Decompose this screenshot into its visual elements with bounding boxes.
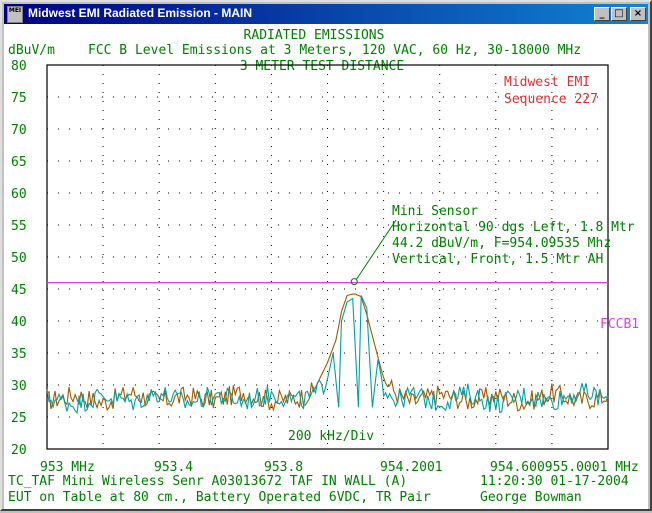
y-tick-label: 80 xyxy=(11,59,27,74)
title-bar[interactable]: MEI Midwest EMI Radiated Emission - MAIN… xyxy=(4,4,648,24)
x-tick-label: 953.8 xyxy=(264,460,303,475)
limit-label: FCCB1 xyxy=(600,317,639,332)
maximize-button[interactable]: □ xyxy=(611,7,627,21)
y-unit-label: dBuV/m xyxy=(8,43,55,58)
annotation-line1: Mini Sensor xyxy=(392,204,478,219)
x-tick-label: 954.2001 xyxy=(380,460,443,475)
chart-title: RADIATED EMISSIONS xyxy=(244,28,385,43)
annotation-line4: Vertical, Front, 1.5 Mtr AH xyxy=(392,252,603,267)
emission-plot: RADIATED EMISSIONS dBuV/m FCC B Level Em… xyxy=(8,28,639,505)
x-tick-label: 953.4 xyxy=(154,460,193,475)
y-tick-label: 60 xyxy=(11,187,27,202)
annotation-line2: Horizontal 90 dgs Left, 1.8 Mtr xyxy=(392,220,635,235)
trace-series-1 xyxy=(46,293,609,412)
app-icon[interactable]: MEI xyxy=(7,6,23,23)
footer-line1-right: 11:20:30 01-17-2004 xyxy=(480,474,629,489)
footer-line2-right: George Bowman xyxy=(480,490,582,505)
x-tick-label: 954.600955.0001 MHz xyxy=(490,460,639,475)
y-tick-label: 20 xyxy=(11,443,27,458)
annotation-line3: 44.2 dBuV/m, F=954.09535 Mhz xyxy=(392,236,611,251)
brand-line1: Midwest EMI xyxy=(504,75,590,90)
plot-area: RADIATED EMISSIONS dBuV/m FCC B Level Em… xyxy=(4,24,648,509)
y-tick-label: 40 xyxy=(11,315,27,330)
x-axis: 953 MHz 953.4 953.8 954.2001 954.600955.0001… xyxy=(40,460,639,475)
y-tick-label: 70 xyxy=(11,123,27,138)
footer-line1-left: TC_TAF Mini Wireless Senr A03013672 TAF … xyxy=(8,474,407,489)
marker-leader xyxy=(355,219,397,280)
brand-line2: Sequence 227 xyxy=(504,92,598,107)
y-axis: 80 75 70 65 60 55 50 45 40 35 30 25 20 xyxy=(11,59,27,458)
y-tick-label: 50 xyxy=(11,251,27,266)
div-label: 200 kHz/Div xyxy=(288,429,374,444)
y-tick-label: 25 xyxy=(11,411,27,426)
y-tick-label: 75 xyxy=(11,91,27,106)
chart-subtitle: FCC B Level Emissions at 3 Meters, 120 V… xyxy=(88,43,581,58)
window-title: Midwest EMI Radiated Emission - MAIN xyxy=(28,6,253,20)
close-button[interactable]: × xyxy=(630,7,646,21)
y-tick-label: 55 xyxy=(11,219,27,234)
x-tick-label: 953 MHz xyxy=(40,460,95,475)
minimize-button[interactable]: _ xyxy=(594,7,610,21)
grid xyxy=(47,65,608,449)
trace-series-2 xyxy=(46,295,609,415)
traces xyxy=(46,293,609,415)
y-tick-label: 45 xyxy=(11,283,27,298)
y-tick-label: 65 xyxy=(11,155,27,170)
footer-line2-left: EUT on Table at 80 cm., Battery Operated… xyxy=(8,490,431,505)
y-tick-label: 35 xyxy=(11,347,27,362)
peak-marker[interactable] xyxy=(350,278,358,286)
test-distance-label: 3 METER TEST DISTANCE xyxy=(240,59,404,74)
y-tick-label: 30 xyxy=(11,379,27,394)
